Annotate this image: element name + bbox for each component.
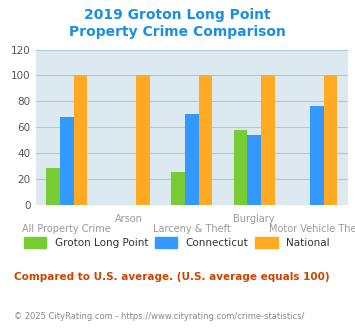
Bar	[60, 117, 73, 205]
Text: Burglary: Burglary	[234, 214, 275, 224]
Bar	[261, 75, 275, 205]
Bar	[198, 75, 212, 205]
Bar	[310, 106, 323, 205]
Legend: Groton Long Point, Connecticut, National: Groton Long Point, Connecticut, National	[20, 233, 334, 252]
Text: Arson: Arson	[115, 214, 143, 224]
Text: 2019 Groton Long Point: 2019 Groton Long Point	[84, 8, 271, 22]
Bar	[247, 135, 261, 205]
Text: Property Crime Comparison: Property Crime Comparison	[69, 25, 286, 39]
Text: All Property Crime: All Property Crime	[22, 224, 111, 234]
Bar	[46, 168, 60, 205]
Bar	[73, 75, 87, 205]
Bar	[136, 75, 150, 205]
Text: © 2025 CityRating.com - https://www.cityrating.com/crime-statistics/: © 2025 CityRating.com - https://www.city…	[14, 312, 305, 321]
Text: Larceny & Theft: Larceny & Theft	[153, 224, 231, 234]
Text: Motor Vehicle Theft: Motor Vehicle Theft	[269, 224, 355, 234]
Bar	[234, 130, 247, 205]
Bar	[323, 75, 337, 205]
Bar	[185, 114, 198, 205]
Text: Compared to U.S. average. (U.S. average equals 100): Compared to U.S. average. (U.S. average …	[14, 272, 330, 282]
Bar	[171, 172, 185, 205]
